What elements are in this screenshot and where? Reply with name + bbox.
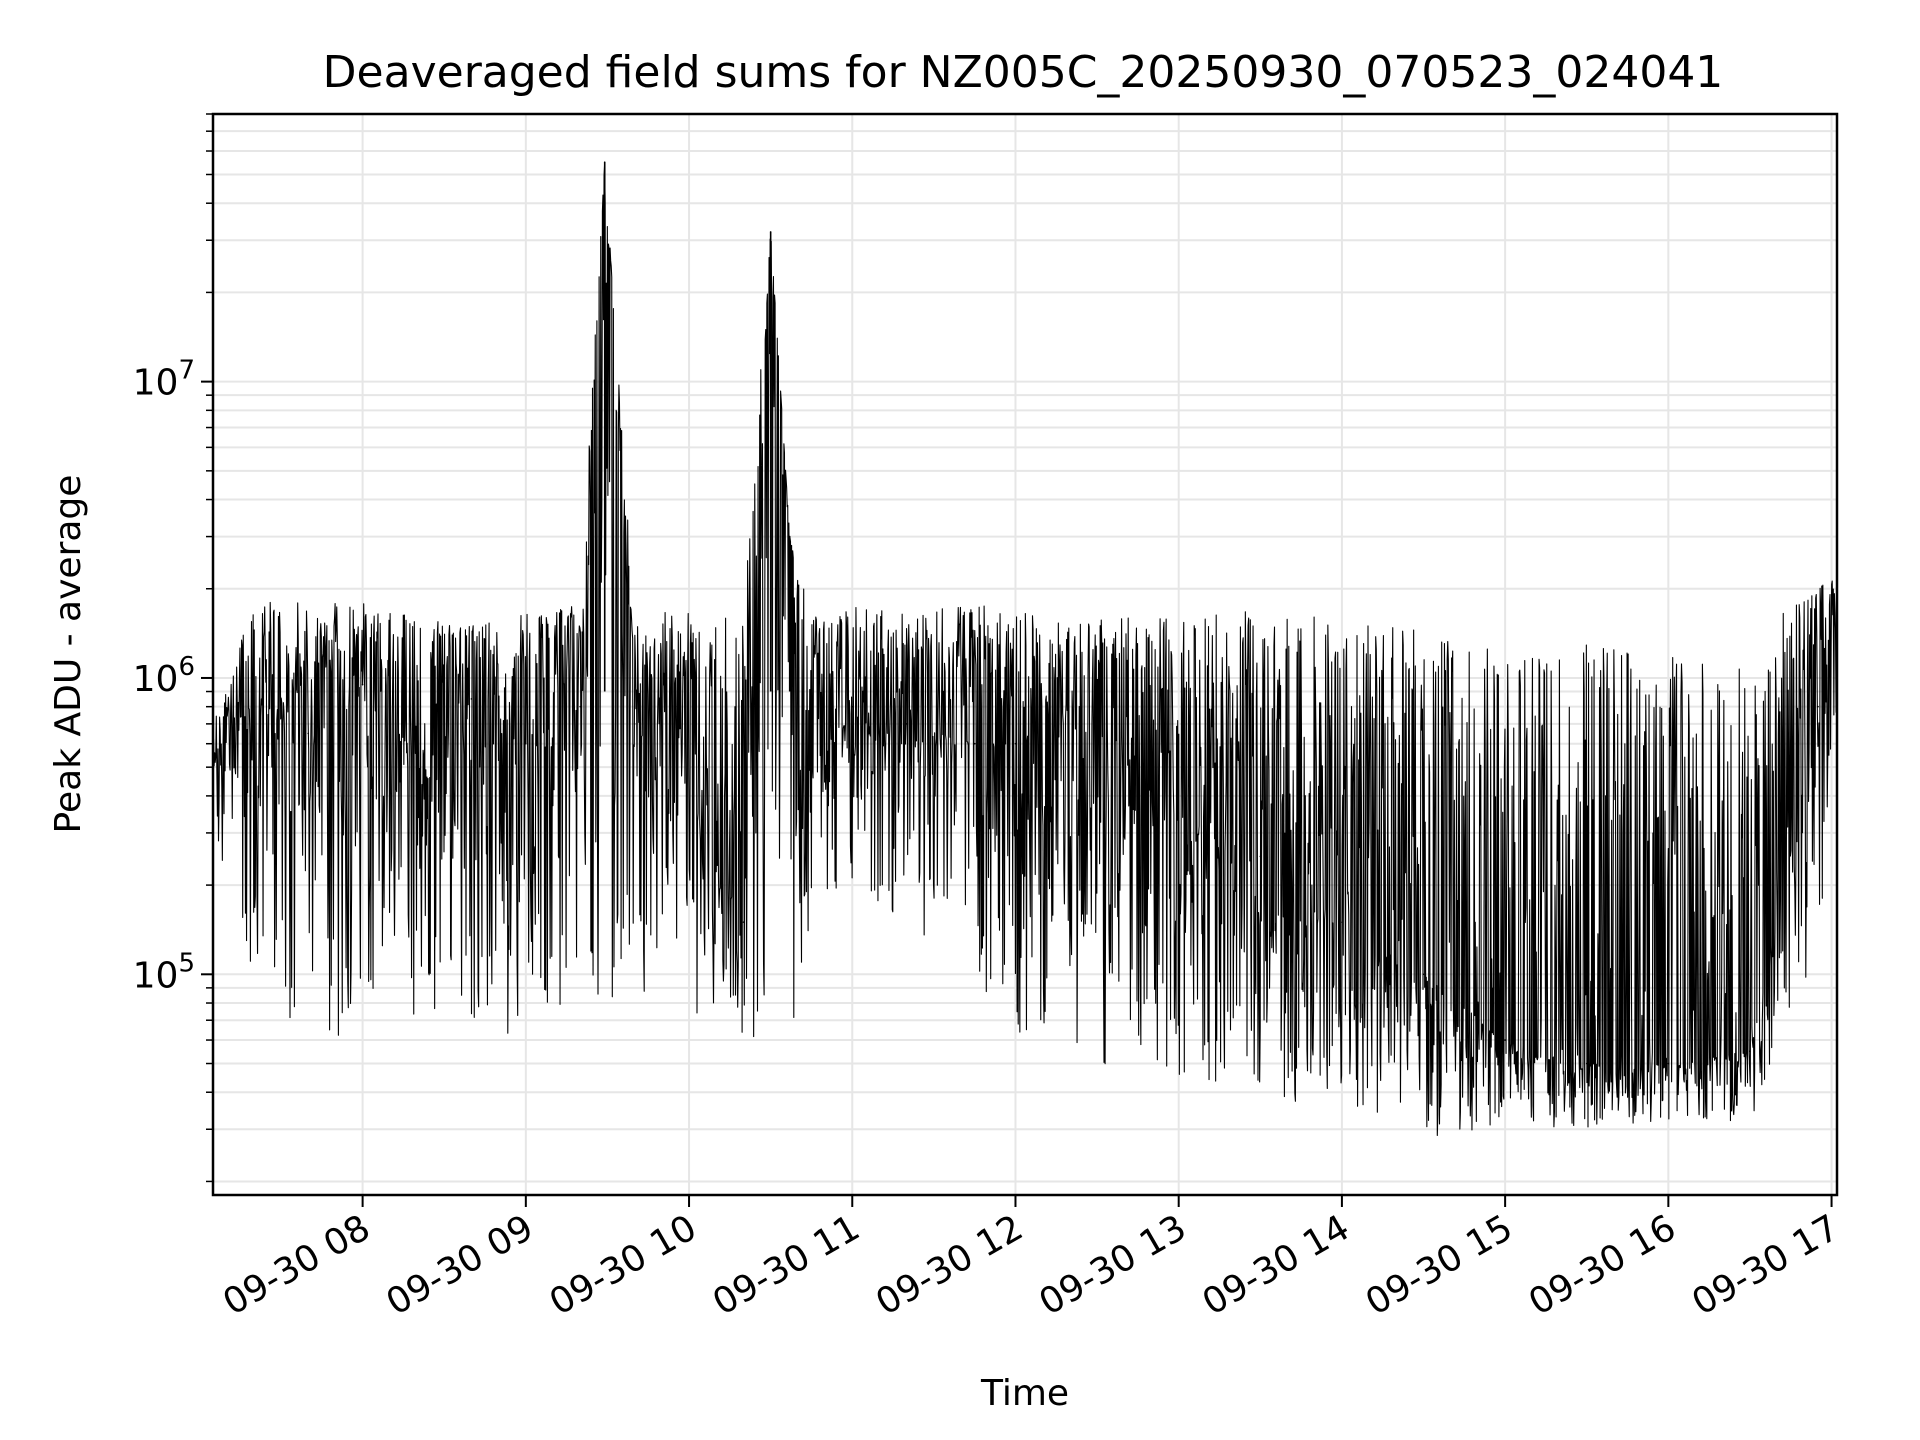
plot-frame xyxy=(211,112,1839,1197)
data-point xyxy=(1014,742,1017,745)
data-point xyxy=(905,723,908,725)
data-point xyxy=(769,231,772,233)
data-point xyxy=(674,705,677,708)
data-point xyxy=(416,754,418,756)
data-point xyxy=(810,766,813,768)
data-point xyxy=(973,742,976,745)
data-point xyxy=(633,723,636,725)
data-point xyxy=(1259,855,1262,858)
data-point xyxy=(1177,812,1180,814)
data-point xyxy=(1817,705,1819,708)
y-axis-label: Peak ADU - average xyxy=(48,475,89,834)
y-tick-label: 107 xyxy=(133,356,195,404)
data-point xyxy=(579,705,582,708)
series-line xyxy=(212,163,1837,1137)
series-layer xyxy=(212,161,1838,1137)
data-point xyxy=(470,698,473,700)
data-point xyxy=(701,832,704,834)
data-point xyxy=(851,705,854,708)
data-point xyxy=(361,683,364,686)
x-axis-label: Time xyxy=(980,1373,1069,1414)
data-point xyxy=(253,690,255,693)
data-point xyxy=(1749,1050,1751,1053)
data-point xyxy=(307,732,310,735)
data-point xyxy=(603,161,606,164)
data-point xyxy=(525,742,527,745)
y-tick-label: 106 xyxy=(133,652,195,700)
data-point xyxy=(1667,1062,1670,1065)
data-point xyxy=(1422,973,1425,976)
y-tick-label: 105 xyxy=(133,948,195,996)
data-point xyxy=(788,535,791,538)
chart-title: Deaveraged field sums for NZ005C_2025093… xyxy=(323,47,1724,98)
y-axis: 105 106 107 xyxy=(133,113,213,1183)
data-point xyxy=(1504,1039,1506,1041)
data-point xyxy=(1585,1062,1588,1065)
data-point xyxy=(1096,795,1098,797)
data-point xyxy=(742,921,745,923)
data-point xyxy=(1341,921,1343,923)
